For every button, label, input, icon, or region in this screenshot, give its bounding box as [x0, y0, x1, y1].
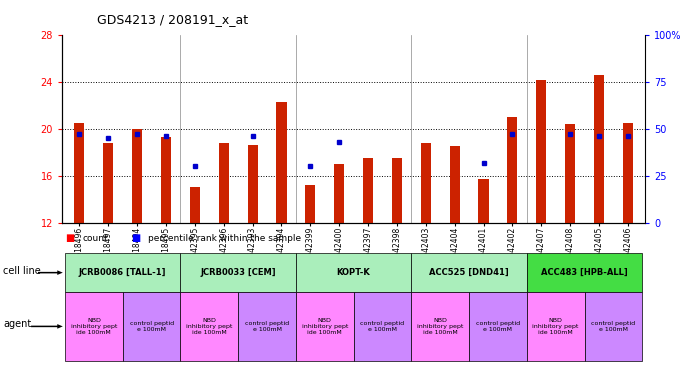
Bar — [132, 129, 142, 223]
Text: NBD
inhibitory pept
ide 100mM: NBD inhibitory pept ide 100mM — [186, 318, 233, 335]
Text: NBD
inhibitory pept
ide 100mM: NBD inhibitory pept ide 100mM — [302, 318, 348, 335]
Bar — [450, 146, 460, 223]
Bar — [392, 158, 402, 223]
Bar — [363, 158, 373, 223]
Text: JCRB0086 [TALL-1]: JCRB0086 [TALL-1] — [79, 268, 166, 277]
Text: KOPT-K: KOPT-K — [337, 268, 371, 277]
Bar — [161, 137, 171, 223]
Text: control peptid
e 100mM: control peptid e 100mM — [130, 321, 174, 332]
Text: cell line: cell line — [3, 266, 41, 276]
Bar — [219, 143, 229, 223]
Text: ■: ■ — [131, 233, 140, 243]
Bar — [565, 124, 575, 223]
Bar — [536, 80, 546, 223]
Bar — [623, 123, 633, 223]
Bar — [104, 143, 113, 223]
Text: ■: ■ — [66, 233, 75, 243]
Bar — [478, 179, 489, 223]
Text: control peptid
e 100mM: control peptid e 100mM — [245, 321, 289, 332]
Bar — [305, 185, 315, 223]
Bar — [75, 123, 84, 223]
Bar — [507, 117, 518, 223]
Text: NBD
inhibitory pept
ide 100mM: NBD inhibitory pept ide 100mM — [533, 318, 579, 335]
Bar — [248, 145, 257, 223]
Bar — [190, 187, 200, 223]
Text: NBD
inhibitory pept
ide 100mM: NBD inhibitory pept ide 100mM — [70, 318, 117, 335]
Text: control peptid
e 100mM: control peptid e 100mM — [360, 321, 404, 332]
Text: count: count — [83, 233, 108, 243]
Text: GDS4213 / 208191_x_at: GDS4213 / 208191_x_at — [97, 13, 248, 26]
Text: JCRB0033 [CEM]: JCRB0033 [CEM] — [200, 268, 276, 277]
Text: ACC483 [HPB-ALL]: ACC483 [HPB-ALL] — [541, 268, 628, 277]
Bar — [277, 102, 286, 223]
Bar — [594, 74, 604, 223]
Text: agent: agent — [3, 319, 32, 329]
Bar — [421, 143, 431, 223]
Text: percentile rank within the sample: percentile rank within the sample — [148, 233, 302, 243]
Bar — [334, 164, 344, 223]
Text: control peptid
e 100mM: control peptid e 100mM — [591, 321, 635, 332]
Text: control peptid
e 100mM: control peptid e 100mM — [476, 321, 520, 332]
Text: NBD
inhibitory pept
ide 100mM: NBD inhibitory pept ide 100mM — [417, 318, 464, 335]
Text: ACC525 [DND41]: ACC525 [DND41] — [429, 268, 509, 277]
